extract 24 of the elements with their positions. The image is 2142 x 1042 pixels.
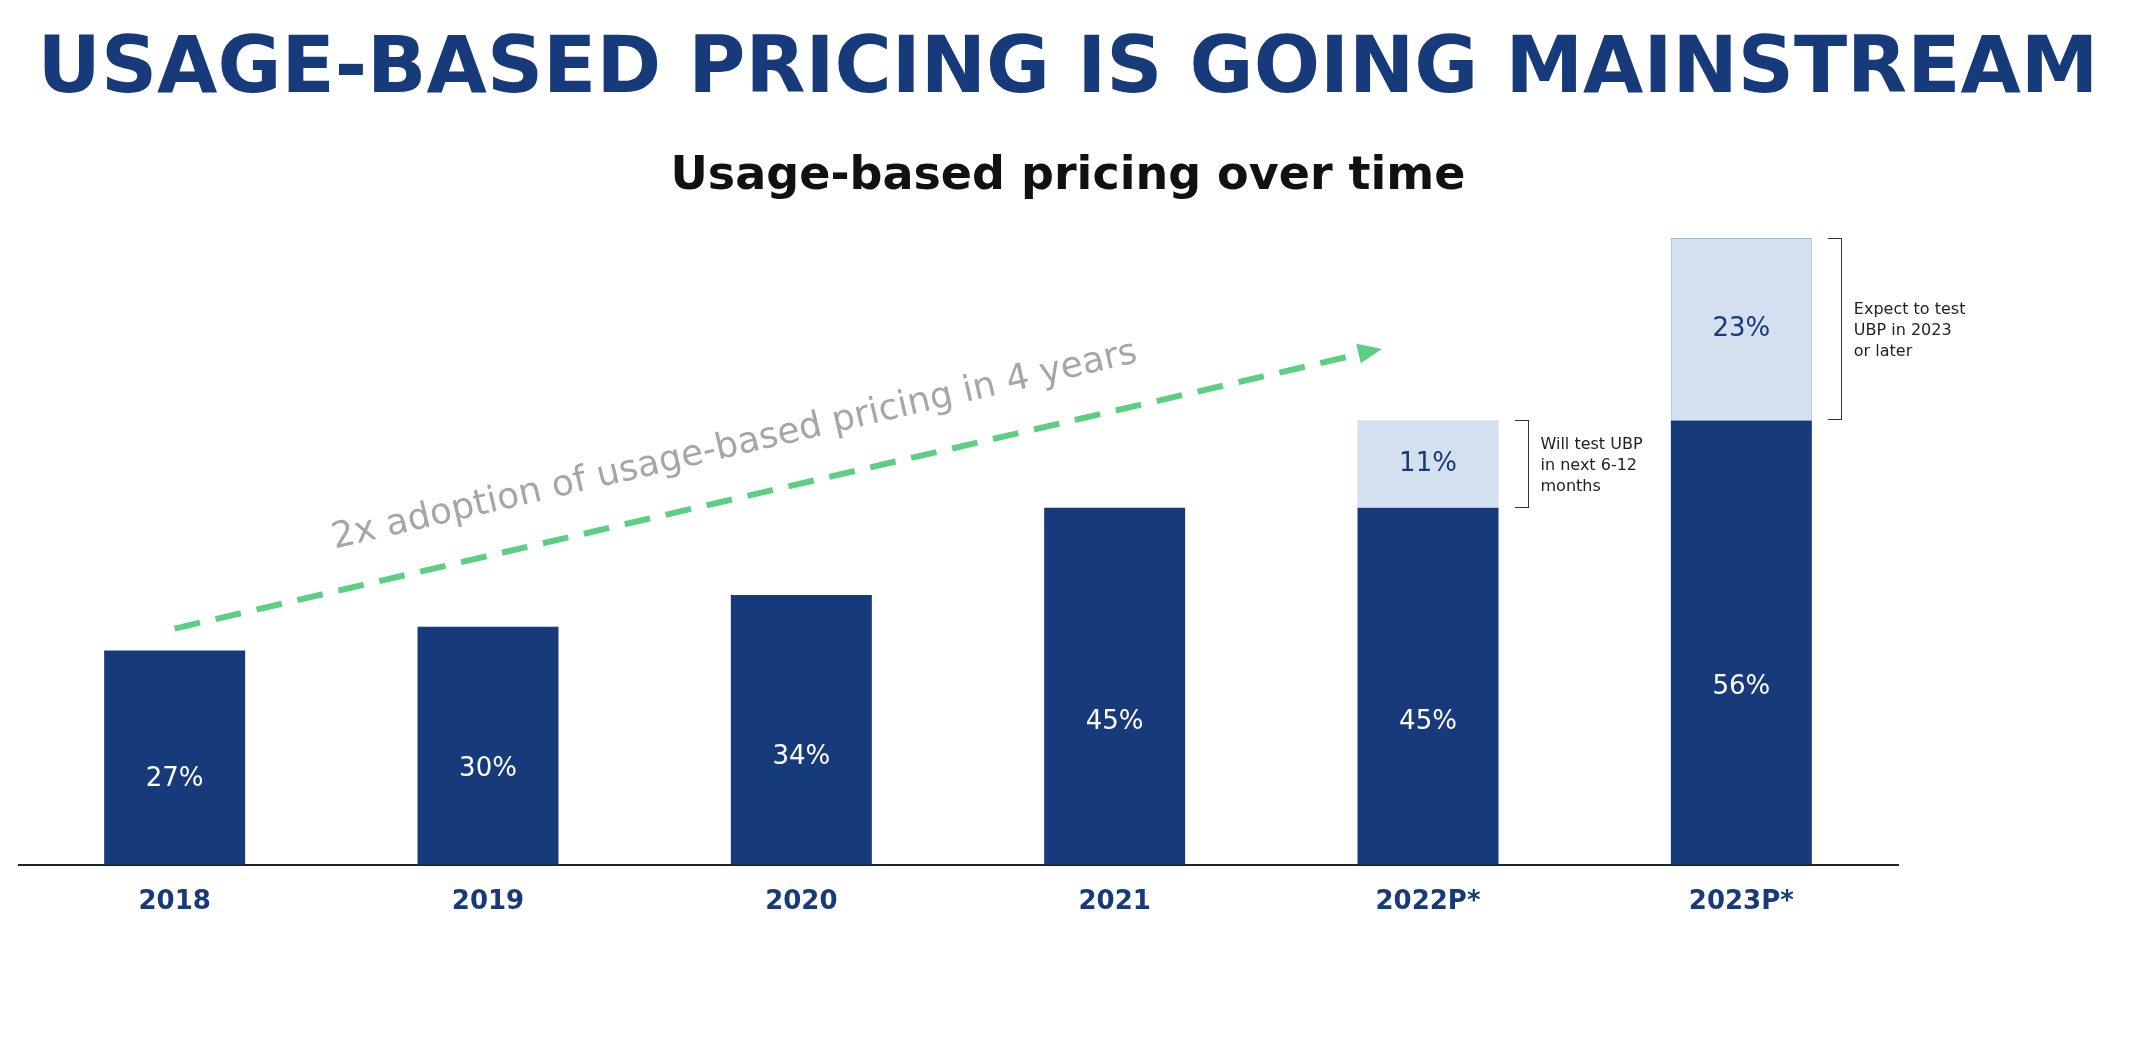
- annotation: Expect to test UBP in 2023 or later: [1853, 297, 1967, 361]
- bar: [730, 595, 872, 865]
- bar: [1357, 507, 1499, 865]
- data-label: 56%: [1712, 669, 1771, 700]
- data-label: 23%: [1712, 311, 1771, 342]
- chart-title: USAGE-BASED PRICING IS GOING MAINSTREAM: [36, 20, 2100, 110]
- data-label: 45%: [1085, 704, 1144, 735]
- x-tick-label: 2018: [138, 885, 211, 916]
- chart-subtitle: Usage-based pricing over time: [669, 146, 1467, 200]
- bar: [1044, 507, 1186, 865]
- bar: [1670, 420, 1812, 865]
- data-label: 34%: [772, 739, 831, 770]
- bar: [417, 626, 559, 865]
- x-tick-label: 2020: [765, 885, 838, 916]
- x-tick-label: 2021: [1078, 885, 1151, 916]
- data-label: 45%: [1399, 704, 1457, 735]
- x-tick-label: 2023P*: [1688, 885, 1795, 916]
- data-label: 11%: [1399, 446, 1457, 477]
- data-label: 30%: [459, 752, 517, 783]
- x-tick-label: 2019: [451, 885, 525, 916]
- bar: [104, 650, 246, 865]
- annotation: Will test UBP in next 6-12 months: [1540, 432, 1644, 496]
- x-tick-label: 2022P*: [1375, 885, 1481, 916]
- data-label: 27%: [145, 761, 204, 792]
